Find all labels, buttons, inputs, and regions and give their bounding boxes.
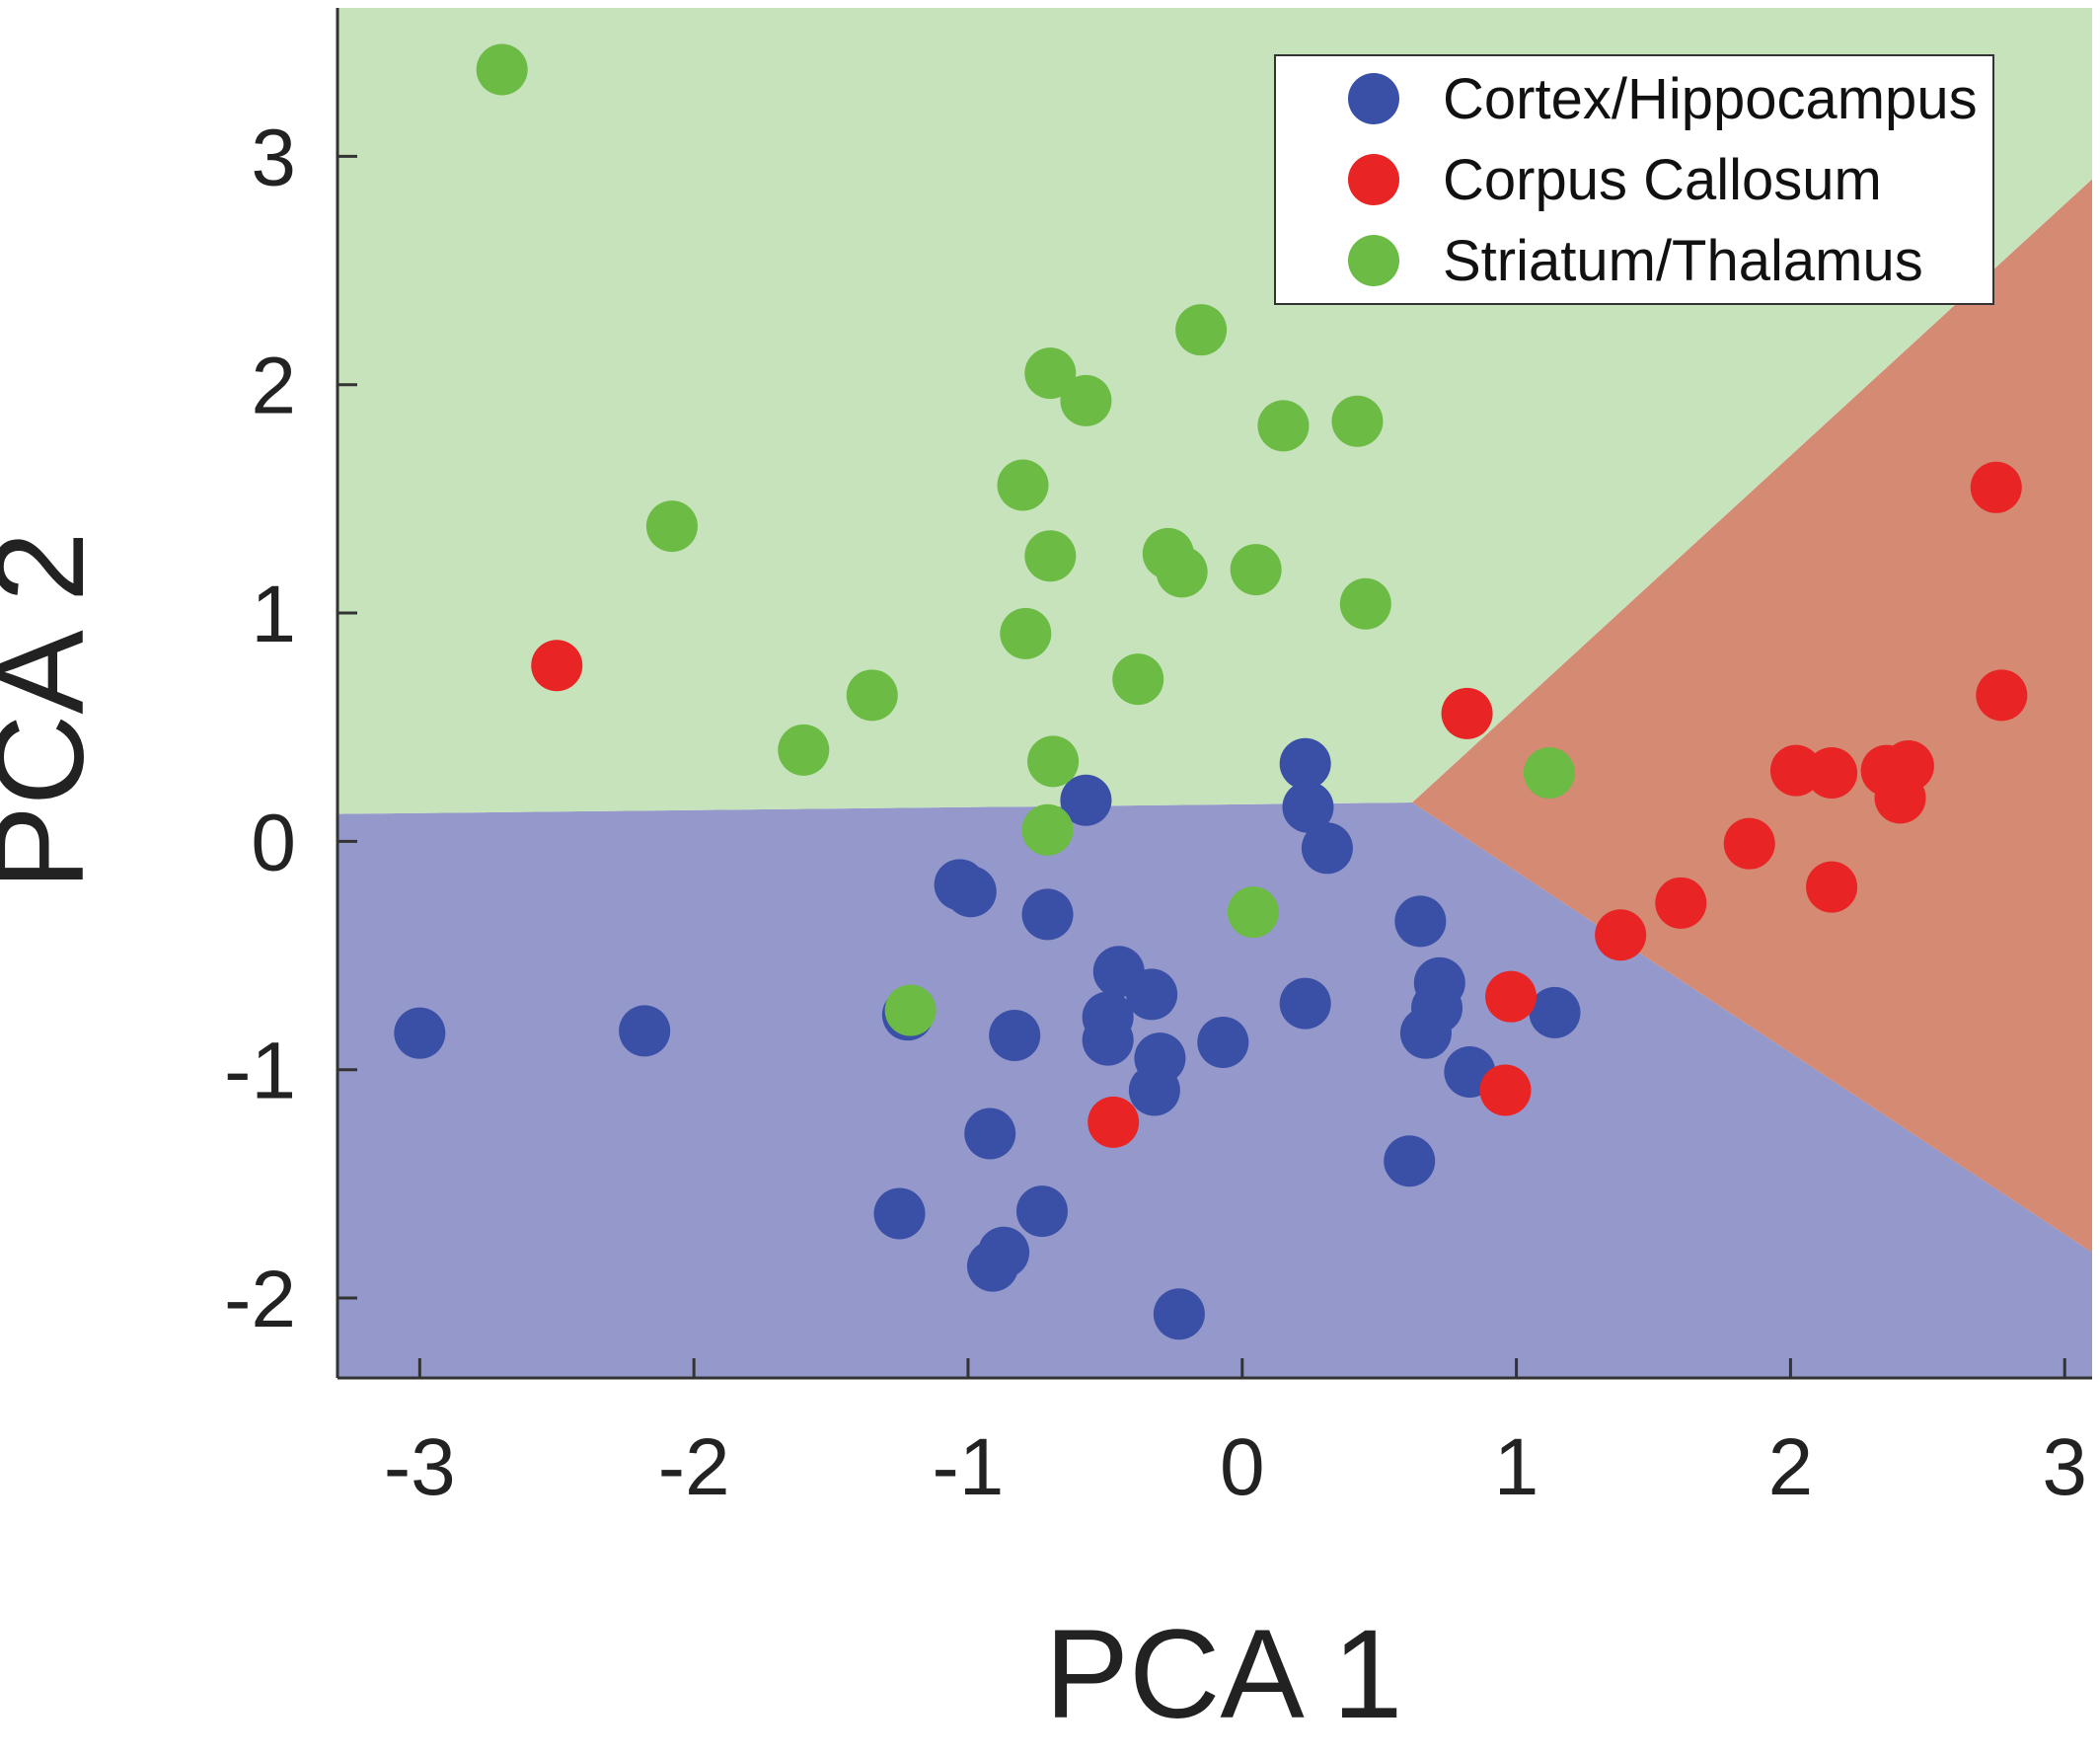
point-cortex-hippocampus bbox=[1126, 968, 1178, 1021]
point-striatum-thalamus bbox=[997, 459, 1049, 511]
point-striatum-thalamus bbox=[1175, 304, 1228, 356]
point-striatum-thalamus bbox=[1024, 530, 1077, 582]
y-tick-label: 3 bbox=[251, 113, 296, 202]
y-tick-label: -2 bbox=[224, 1255, 296, 1344]
point-cortex-hippocampus bbox=[1301, 822, 1353, 875]
point-corpus-callosum bbox=[1976, 669, 2028, 722]
x-tick-label: 1 bbox=[1494, 1422, 1539, 1512]
legend-marker-striatum-thalamus bbox=[1348, 235, 1399, 286]
point-cortex-hippocampus bbox=[1279, 737, 1331, 790]
point-corpus-callosum bbox=[1479, 1064, 1532, 1116]
point-cortex-hippocampus bbox=[394, 1007, 446, 1059]
point-cortex-hippocampus bbox=[964, 1108, 1016, 1160]
point-cortex-hippocampus bbox=[619, 1005, 671, 1057]
region-cortex-hippocampus bbox=[338, 802, 2092, 1378]
point-striatum-thalamus bbox=[1227, 886, 1279, 939]
point-corpus-callosum bbox=[1806, 746, 1858, 799]
point-cortex-hippocampus bbox=[1279, 977, 1331, 1030]
point-cortex-hippocampus bbox=[989, 1010, 1041, 1061]
point-corpus-callosum bbox=[1806, 861, 1858, 913]
point-striatum-thalamus bbox=[476, 43, 528, 96]
x-tick-label: 2 bbox=[1768, 1422, 1814, 1512]
y-tick-label: 2 bbox=[251, 342, 296, 431]
point-corpus-callosum bbox=[1441, 687, 1493, 739]
y-tick-label: 0 bbox=[251, 798, 296, 887]
point-cortex-hippocampus bbox=[1021, 888, 1074, 941]
point-striatum-thalamus bbox=[1024, 347, 1077, 400]
point-cortex-hippocampus bbox=[1197, 1016, 1249, 1068]
point-striatum-thalamus bbox=[884, 984, 937, 1036]
legend-marker-corpus-callosum bbox=[1348, 154, 1399, 205]
point-corpus-callosum bbox=[1595, 909, 1647, 961]
point-striatum-thalamus bbox=[846, 669, 898, 722]
point-cortex-hippocampus bbox=[873, 1187, 926, 1240]
x-tick-label: -1 bbox=[933, 1422, 1005, 1512]
point-striatum-thalamus bbox=[1027, 735, 1080, 788]
point-striatum-thalamus bbox=[1000, 607, 1052, 659]
legend-label: Corpus Callosum bbox=[1443, 148, 1882, 212]
point-striatum-thalamus bbox=[645, 500, 698, 553]
point-cortex-hippocampus bbox=[1394, 895, 1447, 948]
region-corpus-callosum bbox=[1412, 179, 2092, 1253]
point-cortex-hippocampus bbox=[1060, 774, 1112, 826]
point-corpus-callosum bbox=[1874, 772, 1926, 824]
chart-legend: Cortex/Hippocampus Corpus Callosum Striatu… bbox=[1274, 54, 1994, 305]
point-cortex-hippocampus bbox=[1282, 781, 1334, 833]
point-striatum-thalamus bbox=[1257, 400, 1310, 452]
x-tick-label: -3 bbox=[384, 1422, 456, 1512]
y-tick-label: -1 bbox=[224, 1027, 296, 1116]
x-axis-title: PCA 1 bbox=[1045, 1604, 1403, 1745]
y-tick-label: 1 bbox=[251, 570, 296, 659]
point-striatum-thalamus bbox=[1021, 803, 1074, 856]
point-corpus-callosum bbox=[1970, 461, 2022, 513]
point-striatum-thalamus bbox=[1523, 746, 1575, 799]
point-striatum-thalamus bbox=[1060, 374, 1112, 426]
point-striatum-thalamus bbox=[1331, 395, 1384, 447]
legend-label: Striatum/Thalamus bbox=[1443, 229, 1923, 293]
point-corpus-callosum bbox=[1088, 1096, 1140, 1148]
y-axis-title: PCA 2 bbox=[0, 532, 111, 890]
data-points bbox=[394, 43, 2028, 1340]
point-corpus-callosum bbox=[1485, 970, 1538, 1023]
point-cortex-hippocampus bbox=[1399, 1007, 1452, 1059]
point-cortex-hippocampus bbox=[1128, 1064, 1180, 1116]
point-corpus-callosum bbox=[1723, 817, 1775, 870]
point-corpus-callosum bbox=[531, 640, 583, 692]
point-striatum-thalamus bbox=[1156, 546, 1208, 598]
point-cortex-hippocampus bbox=[1384, 1135, 1436, 1187]
point-striatum-thalamus bbox=[1230, 544, 1282, 596]
legend-label: Cortex/Hippocampus bbox=[1443, 67, 1978, 131]
point-cortex-hippocampus bbox=[1153, 1288, 1205, 1340]
point-cortex-hippocampus bbox=[1529, 986, 1581, 1038]
point-cortex-hippocampus bbox=[966, 1240, 1018, 1292]
plot-axes bbox=[336, 8, 2092, 1380]
point-cortex-hippocampus bbox=[1015, 1185, 1068, 1238]
point-striatum-thalamus bbox=[1339, 577, 1391, 630]
x-tick-label: 3 bbox=[2042, 1422, 2087, 1512]
point-striatum-thalamus bbox=[1112, 653, 1164, 706]
point-cortex-hippocampus bbox=[1082, 1014, 1134, 1066]
legend-marker-cortex-hippocampus bbox=[1348, 73, 1399, 124]
x-axis-ticks: -3 -2 -1 0 1 2 3 bbox=[384, 1358, 2087, 1512]
point-corpus-callosum bbox=[1655, 877, 1707, 929]
x-tick-label: -2 bbox=[658, 1422, 730, 1512]
point-cortex-hippocampus bbox=[944, 866, 997, 918]
x-tick-label: 0 bbox=[1220, 1422, 1265, 1512]
y-axis-ticks: -2 -1 0 1 2 3 bbox=[224, 113, 357, 1344]
point-striatum-thalamus bbox=[778, 724, 830, 776]
